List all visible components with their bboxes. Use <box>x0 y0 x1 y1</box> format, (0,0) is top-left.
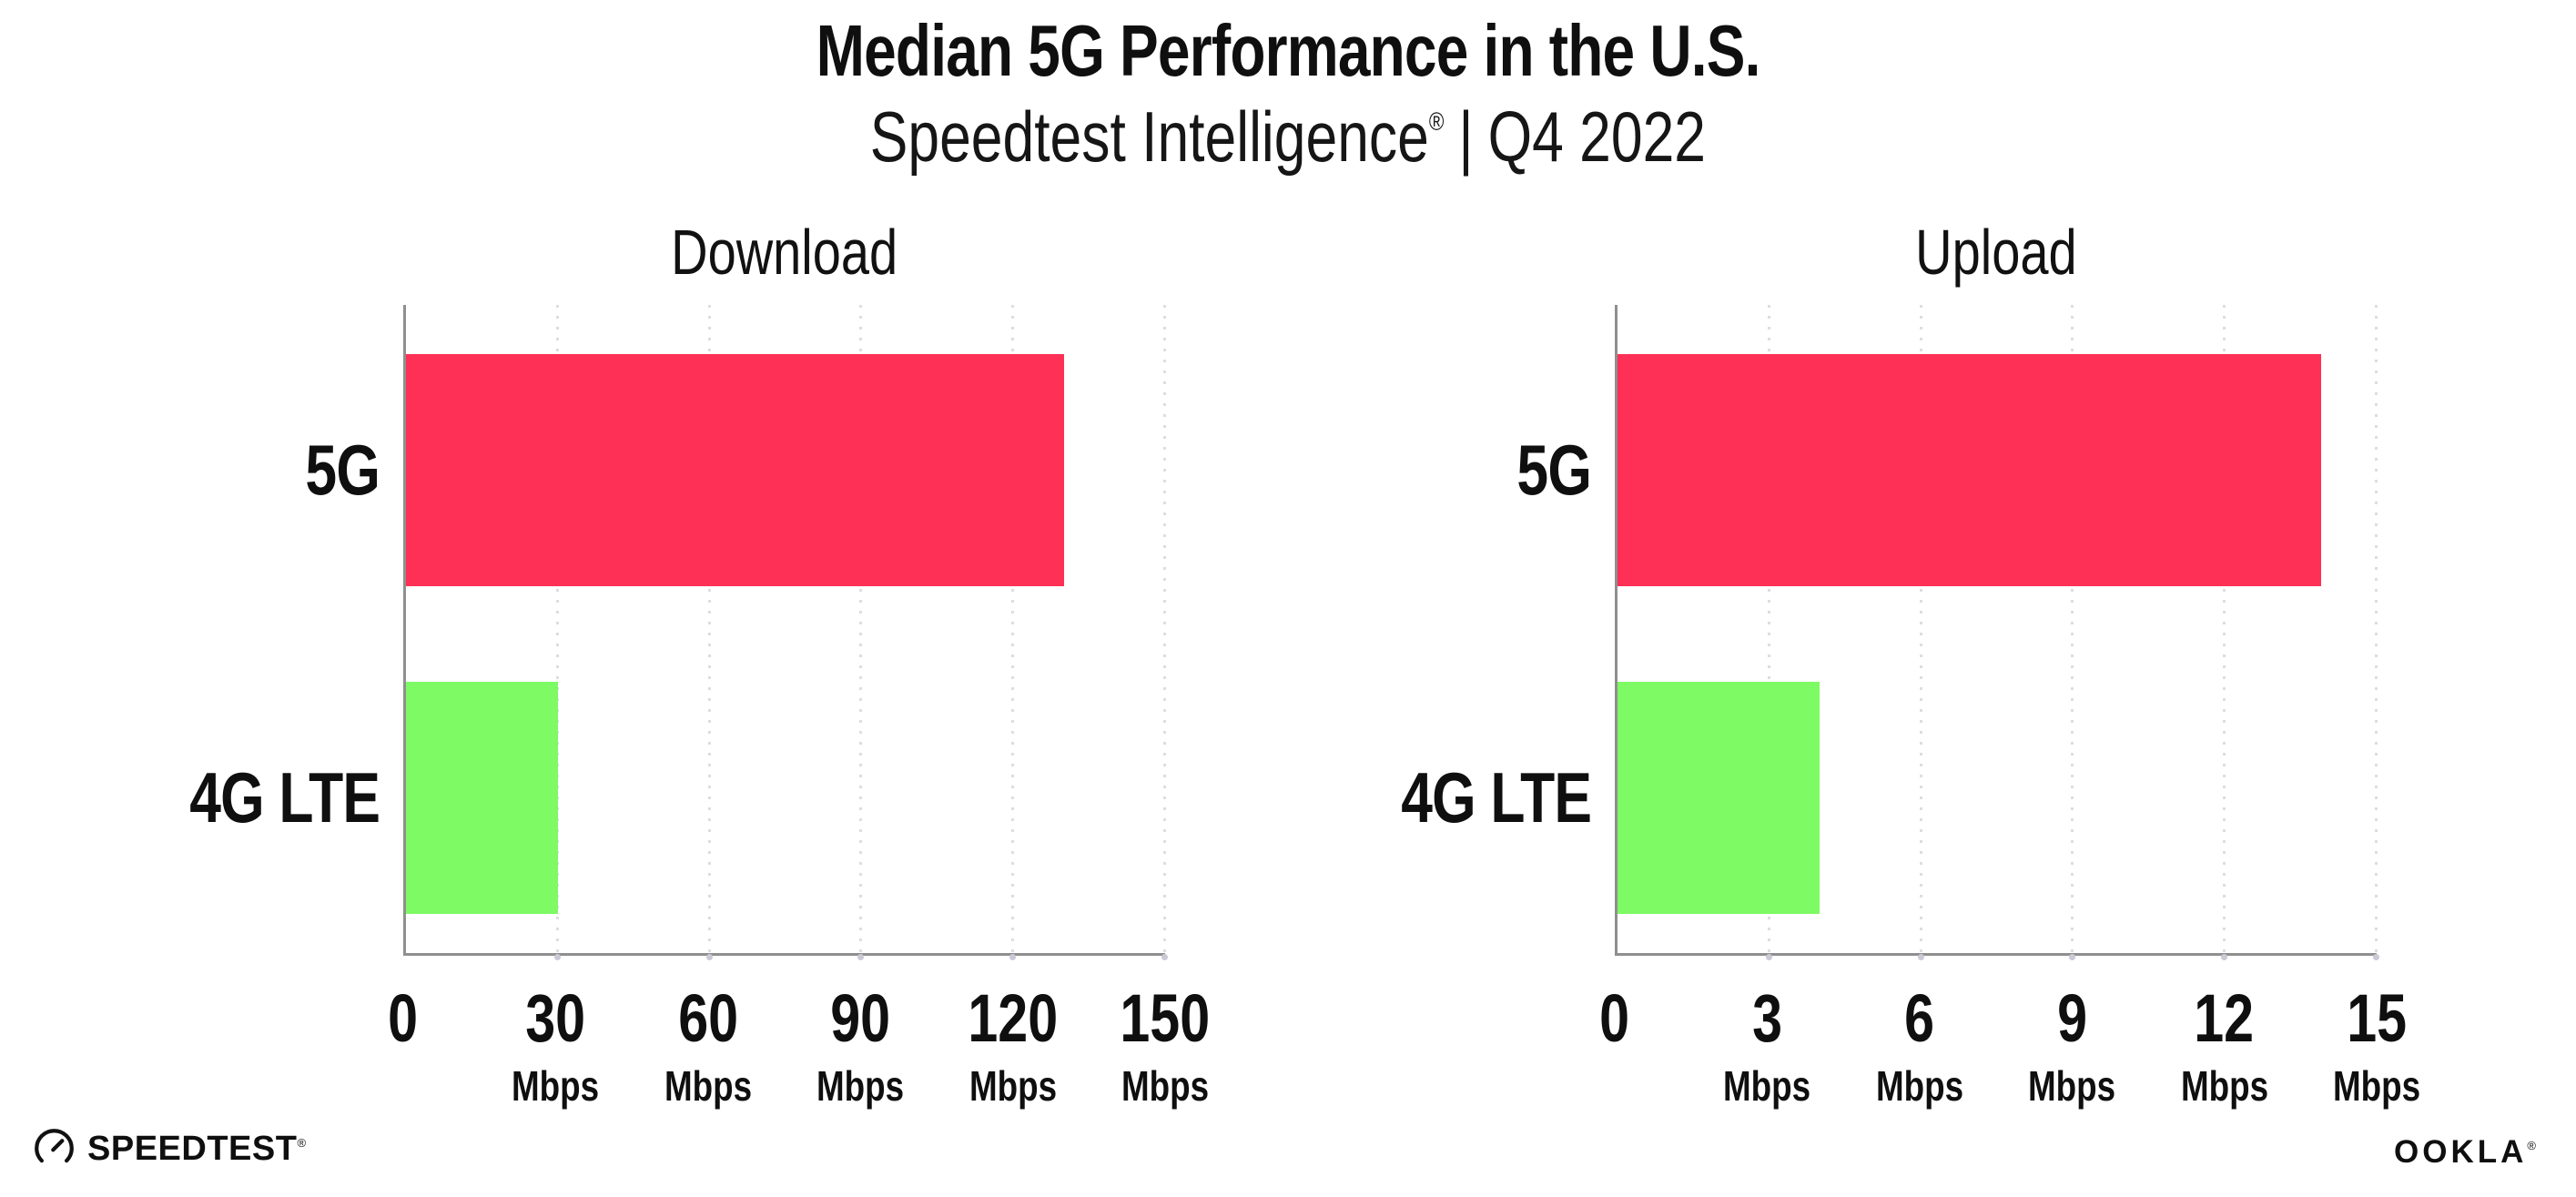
gridline <box>2071 305 2074 953</box>
upload-plot-area <box>1615 305 2379 960</box>
gridline <box>859 305 863 953</box>
x-tick-label: 3 Mbps <box>1621 985 1912 1110</box>
chart-title: Median 5G Performance in the U.S. <box>0 11 2576 91</box>
x-tick-unit: Mbps <box>664 1062 752 1110</box>
ookla-logo-text: OOKLA <box>2394 1134 2528 1170</box>
ookla-logo: OOKLA® <box>2394 1136 2540 1168</box>
category-label-4g-lte: 4G LTE <box>189 757 380 837</box>
category-label-5g: 5G <box>305 430 380 510</box>
x-tick-unit: Mbps <box>1121 1062 1210 1110</box>
bar-5g <box>1618 354 2321 586</box>
registered-mark: ® <box>1428 107 1445 137</box>
x-tick-unit: Mbps <box>816 1062 905 1110</box>
subtitle-brand: Speedtest Intelligence <box>869 96 1429 177</box>
speedtest-logo: SPEEDTEST® <box>33 1127 307 1170</box>
x-tick-label: 60 Mbps <box>563 985 854 1110</box>
axis-tick <box>1161 954 1168 960</box>
x-tick-label: 6 Mbps <box>1774 985 2065 1110</box>
axis-tick <box>2069 954 2076 960</box>
gridline <box>2375 305 2378 953</box>
axis-tick <box>1765 954 1772 960</box>
x-tick-label: 15 Mbps <box>2231 985 2522 1110</box>
x-tick-label: 0 <box>1599 980 1630 1056</box>
download-panel-title: Download <box>670 217 898 288</box>
x-tick-label: 120 Mbps <box>867 985 1159 1110</box>
x-tick-label: 90 Mbps <box>715 985 1006 1110</box>
subtitle-divider: | <box>1458 96 1474 177</box>
subtitle-period: Q4 2022 <box>1487 96 1707 177</box>
speedtest-logo-text: SPEEDTEST® <box>87 1129 307 1168</box>
axis-tick <box>1009 954 1017 960</box>
x-tick-unit: Mbps <box>969 1062 1057 1110</box>
gridline <box>1767 305 1770 953</box>
axis-tick <box>553 954 561 960</box>
download-chart-panel: Download 0 30 Mbps 60 Mbps 90 Mbps 120 Mbps 150 Mb… <box>189 217 1210 1107</box>
speedtest-gauge-icon <box>35 1129 74 1163</box>
axis-tick <box>705 954 713 960</box>
x-tick-unit: Mbps <box>512 1062 600 1110</box>
chart-subtitle: Speedtest Intelligence® | Q4 2022 <box>0 96 2576 177</box>
axis-tick <box>1917 954 1924 960</box>
gridline <box>1011 305 1015 953</box>
speedtest-registered-mark: ® <box>297 1135 307 1150</box>
axis-tick <box>857 954 865 960</box>
bar-5g <box>406 354 1064 586</box>
bar-4g-lte <box>406 682 558 914</box>
gridline <box>555 305 559 953</box>
category-label-4g-lte: 4G LTE <box>1401 757 1592 837</box>
category-label-5g: 5G <box>1516 430 1591 510</box>
x-tick-unit: Mbps <box>1875 1062 1963 1110</box>
axis-tick <box>2221 954 2228 960</box>
chart-title-text: Median 5G Performance in the U.S. <box>816 10 1761 91</box>
x-tick-label: 12 Mbps <box>2079 985 2370 1110</box>
bar-4g-lte <box>1618 682 1820 914</box>
x-tick-label: 0 <box>388 980 419 1056</box>
x-tick-label: 9 Mbps <box>1926 985 2217 1110</box>
upload-panel-title: Upload <box>1914 217 2077 288</box>
download-x-axis-labels: 0 30 Mbps 60 Mbps 90 Mbps 120 Mbps 150 Mbps <box>389 956 1211 1138</box>
gridline <box>1919 305 1922 953</box>
upload-chart-panel: Upload 0 3 Mbps 6 Mbps 9 Mbps 12 Mbps 15 Mbps 5G 4G… <box>1401 217 2420 1107</box>
gridline <box>1163 305 1166 953</box>
x-tick-unit: Mbps <box>2028 1062 2116 1110</box>
upload-x-axis-labels: 0 3 Mbps 6 Mbps 9 Mbps 12 Mbps 15 Mbps <box>1600 956 2420 1138</box>
x-tick-unit: Mbps <box>2180 1062 2268 1110</box>
x-tick-unit: Mbps <box>1723 1062 1811 1110</box>
x-tick-unit: Mbps <box>2332 1062 2421 1110</box>
x-tick-label: 30 Mbps <box>410 985 701 1110</box>
gridline <box>2223 305 2226 953</box>
download-plot-area <box>403 305 1168 960</box>
axis-tick <box>2373 954 2379 960</box>
gridline <box>707 305 711 953</box>
ookla-registered-mark: ® <box>2527 1139 2540 1152</box>
x-tick-label: 150 Mbps <box>1019 985 1311 1110</box>
